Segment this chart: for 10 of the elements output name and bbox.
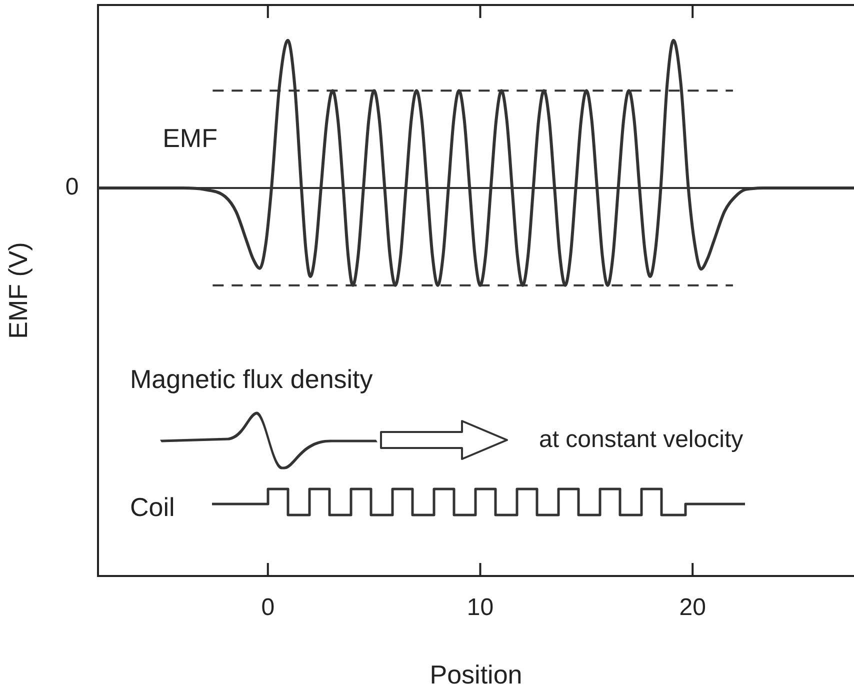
text: Coil (130, 492, 175, 523)
x-tick-label: 0 (261, 594, 275, 622)
x-axis-title: Position (430, 660, 522, 690)
x-tick-label: 10 (466, 594, 494, 622)
ref-line-label: 0 (65, 174, 79, 201)
x-tick-label: 20 (679, 594, 706, 622)
y-axis-title: EMF (V) (2, 242, 33, 339)
series-label: EMF (162, 123, 218, 154)
text: at constant velocity (539, 426, 744, 454)
text: Magnetic flux density (130, 364, 373, 395)
